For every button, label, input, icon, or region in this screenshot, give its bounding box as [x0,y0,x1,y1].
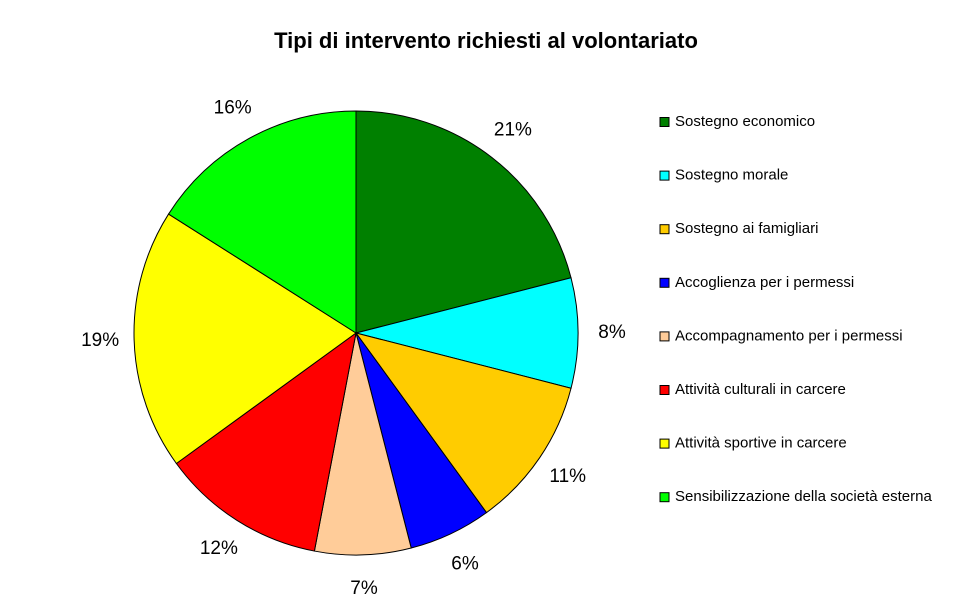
chart-title: Tipi di intervento richiesti al volontar… [274,28,698,53]
value-label: 16% [214,98,252,119]
legend-label: Sostegno morale [675,167,788,184]
legend-label: Sostegno ai famigliari [675,220,818,237]
value-label: 8% [598,322,626,343]
value-label: 7% [350,578,378,599]
value-label: 19% [81,330,119,351]
pie-slice [175,331,357,552]
legend-swatch [659,331,670,342]
value-label: 6% [451,554,479,575]
legend-swatch [659,170,670,181]
legend-swatch [659,277,670,288]
legend-label: Sensibilizzazione della società esterna [675,488,932,505]
legend-swatch [659,117,670,127]
pie-slice [354,332,572,514]
legend-label: Accoglienza per i permessi [675,274,854,291]
value-label: 21% [494,120,532,141]
legend-label: Sostegno economico [675,113,815,130]
legend-label: Attività culturali in carcere [675,381,846,398]
pie-slice [167,110,357,334]
value-label: 11% [549,466,586,487]
legend-swatch [659,385,670,395]
pie-slice [133,213,357,465]
value-label: 12% [200,538,238,559]
legend-swatch [659,492,670,503]
legend-label: Attività sportive in carcere [675,435,847,452]
legend-swatch [659,438,670,449]
pie-slice [355,110,572,334]
legend-label: Accompagnamento per i permessi [675,327,903,344]
legend-swatch [659,224,670,235]
pie-slice [355,277,579,389]
